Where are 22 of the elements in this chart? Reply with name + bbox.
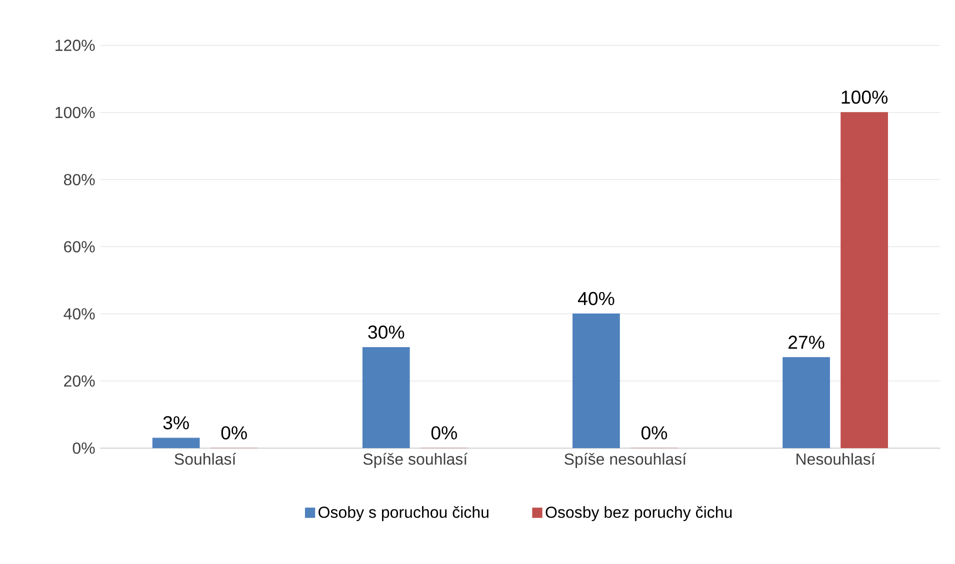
data-label: 0% [431, 426, 457, 440]
data-label: 0% [641, 426, 668, 440]
data-label: 30% [368, 325, 404, 339]
y-tick-label: 40% [64, 308, 95, 320]
y-tick-label: 80% [64, 174, 95, 186]
x-tick-label: Spíše souhlasí [363, 452, 468, 468]
data-label: 100% [842, 90, 888, 104]
data-label: 27% [788, 336, 824, 349]
y-tick-label: 100% [56, 106, 95, 118]
y-tick-label: 120% [56, 40, 95, 51]
x-tick-label: Nesouhlasí [796, 452, 876, 465]
x-tick-label: Spíše nesouhlasí [564, 452, 687, 468]
bar [840, 112, 888, 448]
y-tick-label: 20% [64, 375, 95, 387]
y-tick-label: 60% [64, 240, 95, 252]
legend-label: Osoby s poruchou čichu [318, 506, 488, 522]
data-label: 3% [163, 416, 189, 430]
y-tick-label: 0% [72, 442, 95, 454]
data-label: 40% [578, 292, 614, 306]
data-label: 0% [221, 426, 247, 440]
x-tick-label: Souhlasí [174, 452, 236, 465]
legend-label: Ososby bez poruchy čichu [546, 506, 732, 522]
